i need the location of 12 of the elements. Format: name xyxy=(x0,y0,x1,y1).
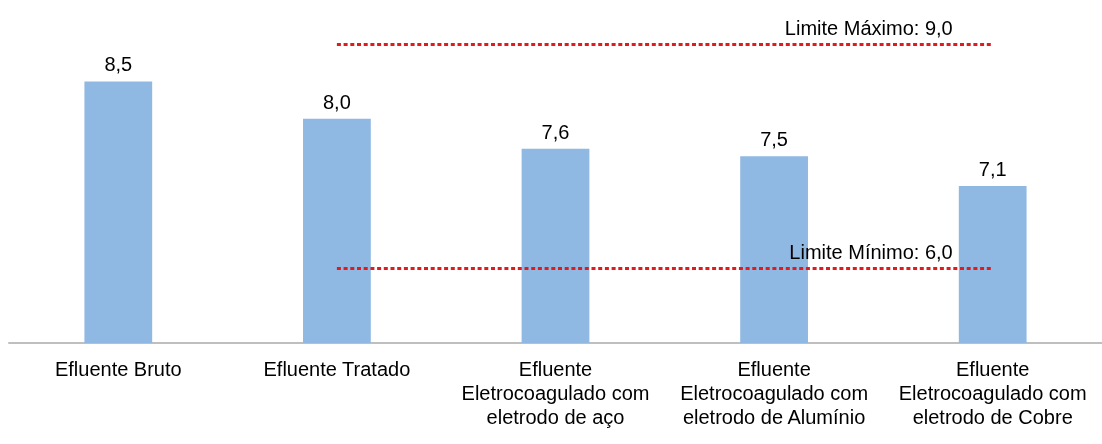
data-label: 8,0 xyxy=(322,90,351,113)
data-label: 8,5 xyxy=(104,53,133,76)
x-tick-label: Efluente Eletrocoagulado com eletrodo de Alumínio xyxy=(680,358,869,428)
x-tick-label: Efluente Tratado xyxy=(263,358,411,380)
x-tick-label: Efluente Eletrocoagulado com eletrodo de aço xyxy=(461,358,650,428)
ref-line-label: Limite Máximo: 9,0 xyxy=(784,17,953,39)
data-label: 7,1 xyxy=(978,158,1007,181)
ref-line-label: Limite Mínimo: 6,0 xyxy=(789,241,953,264)
data-label: 7,5 xyxy=(760,128,789,151)
x-tick-label: Efluente Eletrocoagulado com eletrodo de Cobre xyxy=(898,358,1087,428)
data-label: 7,6 xyxy=(541,120,570,143)
x-tick-label: Efluente Bruto xyxy=(54,358,182,380)
